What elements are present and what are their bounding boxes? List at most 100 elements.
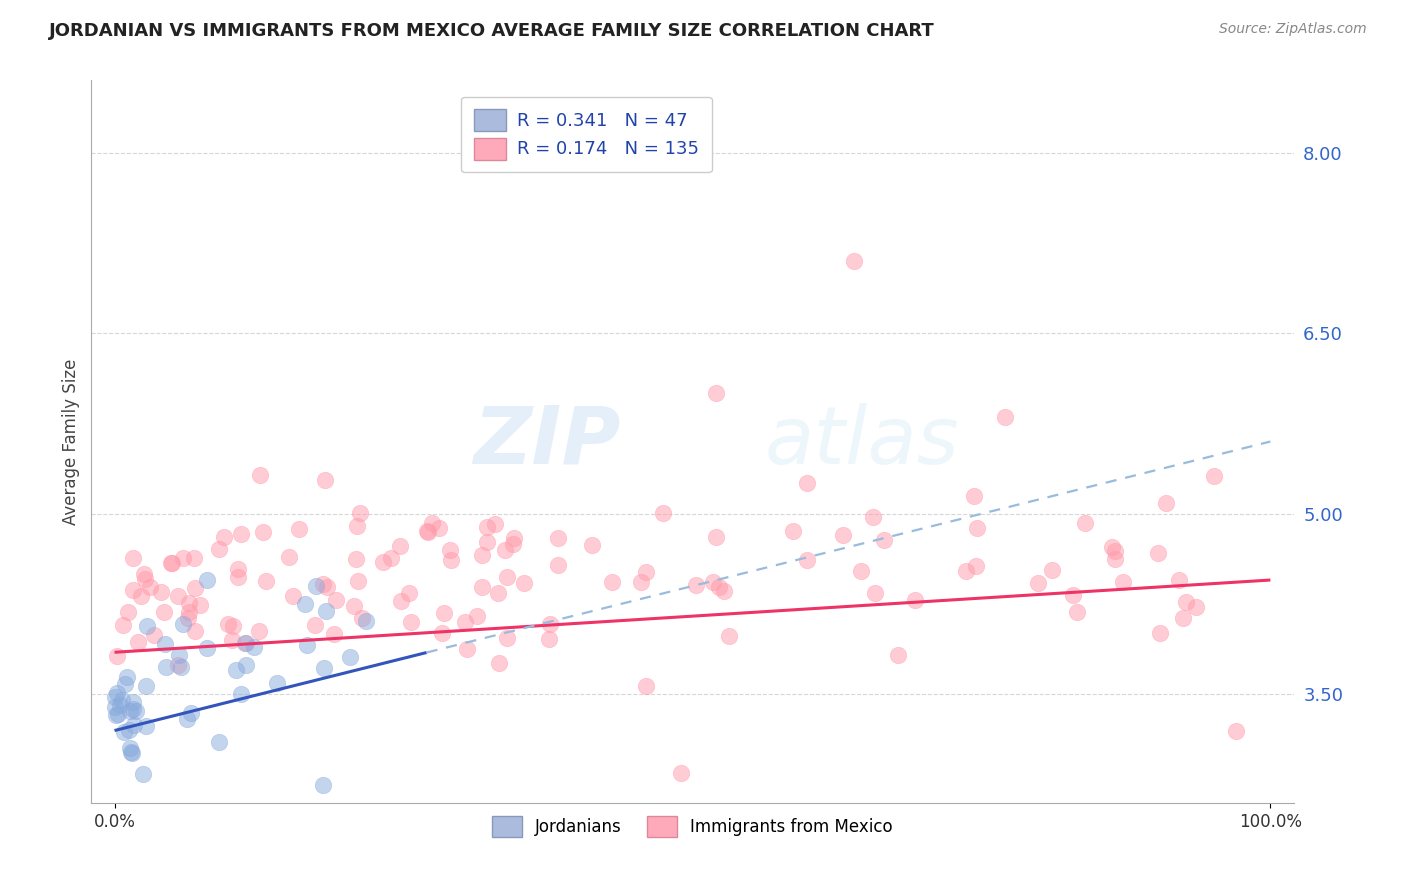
Point xyxy=(278,549,301,564)
Point xyxy=(488,657,510,671)
Point xyxy=(254,574,277,588)
Point xyxy=(496,570,519,584)
Point xyxy=(1028,576,1050,591)
Point xyxy=(1225,723,1247,738)
Point xyxy=(346,574,368,588)
Point xyxy=(112,725,135,739)
Point xyxy=(465,608,488,623)
Point xyxy=(339,649,361,664)
Point xyxy=(104,690,127,704)
Point xyxy=(172,617,194,632)
Point xyxy=(235,635,257,649)
Point xyxy=(222,618,245,632)
Point xyxy=(166,658,188,673)
Point xyxy=(134,566,156,581)
Point xyxy=(707,580,730,594)
Point xyxy=(315,604,337,618)
Point xyxy=(862,510,884,524)
Point xyxy=(863,586,886,600)
Point xyxy=(229,687,252,701)
Point xyxy=(430,625,453,640)
Point xyxy=(305,579,328,593)
Point xyxy=(111,618,134,632)
Point xyxy=(380,550,402,565)
Point xyxy=(132,767,155,781)
Point xyxy=(121,746,143,760)
Point xyxy=(217,616,239,631)
Point xyxy=(170,660,193,674)
Point xyxy=(886,648,908,662)
Point xyxy=(1146,546,1168,560)
Point xyxy=(247,624,270,638)
Point xyxy=(229,527,252,541)
Point xyxy=(208,541,231,556)
Point xyxy=(195,641,218,656)
Point xyxy=(105,648,128,663)
Text: atlas: atlas xyxy=(765,402,959,481)
Point xyxy=(547,558,569,572)
Point xyxy=(177,605,200,619)
Point xyxy=(122,718,145,732)
Point xyxy=(1168,573,1191,587)
Point xyxy=(195,573,218,587)
Point xyxy=(1173,611,1195,625)
Point xyxy=(796,552,818,566)
Point xyxy=(190,598,212,612)
Point xyxy=(214,529,236,543)
Point xyxy=(225,663,247,677)
Point xyxy=(354,614,377,628)
Point xyxy=(349,507,371,521)
Point xyxy=(547,531,569,545)
Point xyxy=(433,607,456,621)
Point xyxy=(471,549,494,563)
Point xyxy=(849,564,872,578)
Point xyxy=(420,516,443,530)
Point xyxy=(183,551,205,566)
Legend: Jordanians, Immigrants from Mexico: Jordanians, Immigrants from Mexico xyxy=(484,808,901,845)
Point xyxy=(704,530,727,544)
Point xyxy=(122,702,145,716)
Point xyxy=(129,590,152,604)
Point xyxy=(104,699,127,714)
Point xyxy=(389,594,412,608)
Point xyxy=(636,566,658,580)
Point xyxy=(184,581,207,595)
Point xyxy=(581,538,603,552)
Point xyxy=(963,489,986,503)
Point xyxy=(494,543,516,558)
Point xyxy=(475,534,498,549)
Point xyxy=(294,598,316,612)
Point xyxy=(118,741,141,756)
Point xyxy=(315,580,337,594)
Point xyxy=(537,632,560,646)
Point xyxy=(233,636,256,650)
Point xyxy=(169,648,191,662)
Point xyxy=(652,506,675,520)
Point xyxy=(150,584,173,599)
Point xyxy=(153,605,176,619)
Text: Source: ZipAtlas.com: Source: ZipAtlas.com xyxy=(1219,22,1367,37)
Point xyxy=(1040,563,1063,577)
Point xyxy=(512,575,534,590)
Point xyxy=(1156,496,1178,510)
Point xyxy=(304,618,326,632)
Point xyxy=(389,539,412,553)
Point xyxy=(114,677,136,691)
Point xyxy=(122,695,145,709)
Point xyxy=(173,550,195,565)
Point xyxy=(1074,516,1097,530)
Point xyxy=(904,593,927,607)
Point xyxy=(955,564,977,578)
Point xyxy=(1202,468,1225,483)
Point xyxy=(120,704,142,718)
Point xyxy=(415,524,437,538)
Point xyxy=(343,599,366,614)
Point xyxy=(1149,626,1171,640)
Point xyxy=(160,556,183,570)
Y-axis label: Average Family Size: Average Family Size xyxy=(62,359,80,524)
Point xyxy=(669,765,692,780)
Point xyxy=(107,707,129,722)
Point xyxy=(160,556,183,570)
Point xyxy=(295,639,318,653)
Point xyxy=(484,516,506,531)
